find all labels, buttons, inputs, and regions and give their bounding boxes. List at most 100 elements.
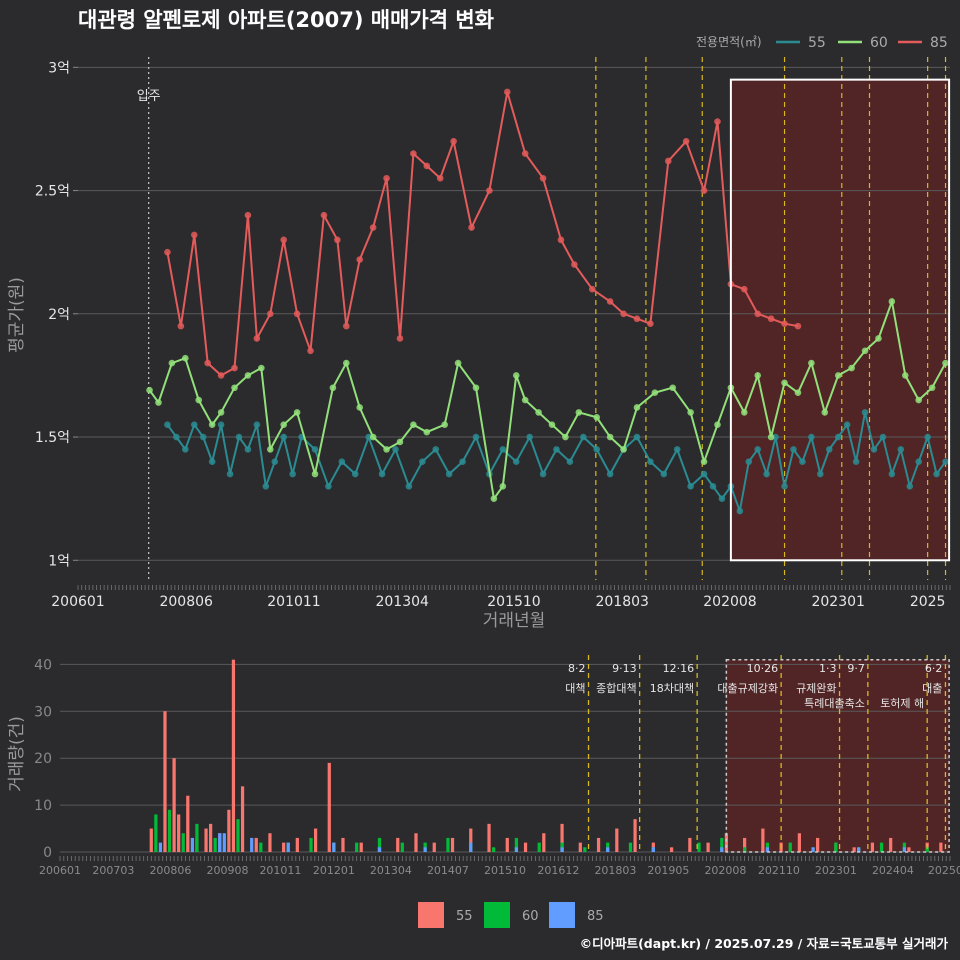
volume-x-tick-label: 200806 [149, 864, 191, 877]
data-point-85 [244, 211, 252, 219]
volume-bar-85 [332, 842, 336, 852]
volume-bar-60 [720, 837, 724, 852]
data-point-60 [168, 359, 176, 367]
data-point-85 [423, 162, 431, 170]
policy-name: 대출 [922, 682, 942, 695]
data-point-60 [472, 384, 480, 392]
data-point-55 [709, 483, 717, 490]
data-point-55 [799, 458, 806, 465]
data-point-60 [620, 446, 627, 453]
volume-x-tick-label: 201011 [259, 864, 301, 877]
data-point-85 [557, 236, 565, 244]
data-point-55 [834, 433, 842, 441]
data-point-60 [794, 389, 802, 396]
data-point-60 [521, 396, 529, 404]
data-point-85 [794, 322, 802, 330]
volume-policy-lines: 8·2 대책 9·13 종합대책 12·16 18차대책 10·26 대출규제강화 1·3 규제완… [565, 655, 947, 852]
legend-label-85: 85 [930, 35, 948, 51]
data-point-55 [870, 446, 878, 453]
data-point-85 [503, 88, 511, 96]
data-point-85 [740, 285, 748, 293]
volume-bar-55 [172, 758, 176, 852]
data-point-60 [293, 409, 301, 416]
data-point-55 [512, 458, 520, 465]
data-point-85 [204, 359, 211, 367]
policy-date: 1·3 [819, 662, 837, 675]
data-point-60 [928, 384, 936, 392]
volume-bar-55 [761, 828, 765, 852]
volume-bar-55 [177, 814, 181, 852]
volume-bar-85 [902, 847, 906, 852]
data-point-55 [647, 458, 654, 465]
data-point-85 [714, 118, 721, 125]
volume-highlight-border [725, 658, 950, 853]
data-point-55 [879, 433, 887, 441]
data-point-85 [754, 310, 762, 318]
x-tick-label: 201011 [267, 594, 320, 610]
data-point-55 [808, 433, 815, 441]
data-point-55 [687, 483, 694, 490]
volume-bar-55 [870, 842, 875, 852]
data-point-55 [924, 433, 931, 441]
volume-bar-55 [414, 833, 418, 852]
volume-bar-60 [514, 837, 519, 852]
data-point-60 [356, 404, 364, 411]
data-point-55 [906, 483, 914, 490]
series-60 [146, 297, 949, 502]
volume-bar-55 [505, 837, 509, 852]
volume-bar-60 [400, 842, 404, 852]
volume-x-minor-ticks [59, 856, 951, 861]
volume-highlight-region [726, 659, 950, 852]
volume-bar-60 [446, 837, 450, 852]
volume-bar-85 [190, 837, 194, 852]
volume-bar-60 [628, 842, 633, 852]
data-point-55 [736, 507, 744, 515]
volume-bar-60 [697, 842, 701, 852]
data-point-55 [718, 495, 726, 502]
data-point-85 [521, 150, 529, 157]
data-point-85 [369, 224, 377, 231]
data-point-85 [620, 310, 627, 318]
volume-bar-55 [907, 847, 911, 852]
volume-bar-55 [149, 828, 153, 852]
data-point-55 [580, 433, 587, 441]
data-point-60 [888, 298, 896, 305]
volume-bar-55 [227, 809, 231, 852]
volume-x-tick-label: 201803 [594, 864, 636, 877]
data-point-55 [226, 470, 234, 478]
data-point-60 [901, 372, 909, 379]
data-point-60 [575, 409, 583, 416]
data-point-60 [329, 384, 337, 392]
volume-bar-55 [204, 828, 208, 852]
data-point-85 [280, 236, 288, 244]
policy-name: 규제완화 [796, 682, 836, 695]
data-point-60 [396, 438, 404, 446]
data-point-55 [311, 446, 319, 453]
x-tick-label: 201304 [375, 594, 429, 610]
data-point-60 [834, 372, 842, 379]
data-point-55 [897, 446, 905, 453]
data-point-60 [182, 354, 189, 362]
volume-bar-55 [254, 837, 258, 852]
data-point-55 [754, 446, 762, 453]
data-point-55 [700, 470, 708, 478]
volume-bar-55 [208, 823, 213, 852]
volume-x-tick-label: 202404 [872, 864, 914, 877]
volume-bar-55 [724, 833, 728, 852]
data-point-60 [280, 421, 288, 429]
bottom-legend-label-85: 85 [587, 909, 604, 924]
bottom-legend-label-55: 55 [456, 909, 473, 924]
data-point-85 [396, 335, 404, 342]
data-point-55 [392, 446, 399, 453]
data-point-55 [933, 470, 940, 478]
volume-bar-60 [309, 837, 313, 852]
data-point-85 [450, 137, 457, 145]
data-point-60 [441, 421, 448, 429]
legend-title: 전용면적(㎡) [696, 35, 762, 49]
data-point-60 [821, 409, 829, 416]
move-in-marker: 입주 [137, 57, 161, 580]
data-point-60 [651, 389, 659, 396]
volume-x-tick-label: 202008 [704, 864, 746, 877]
policy-name: 특례대출축소 [804, 697, 865, 710]
data-point-55 [861, 409, 869, 416]
